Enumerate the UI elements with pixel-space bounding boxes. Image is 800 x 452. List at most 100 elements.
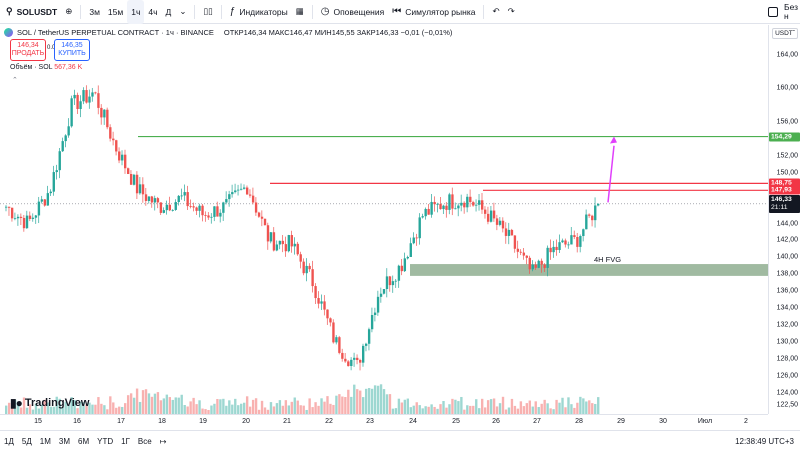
price-tick: 130,00 [776, 338, 798, 346]
volume-bar [567, 397, 570, 414]
candle-body [507, 229, 511, 236]
candle-body [427, 208, 430, 215]
volume-bar [263, 407, 267, 414]
candle-body [278, 240, 282, 245]
volume-bar [561, 397, 564, 414]
candle-body [103, 109, 106, 118]
volume-bar [439, 404, 442, 414]
interval-dropdown[interactable]: ⌄ [175, 0, 190, 24]
candle-body [418, 217, 421, 239]
candle-body [213, 206, 216, 217]
volume-bar [564, 407, 567, 414]
candle-body [138, 184, 142, 194]
volume-bar [463, 409, 466, 414]
candle-body [531, 264, 534, 270]
range-ytd[interactable]: YTD [97, 437, 114, 446]
volume-bar [198, 400, 201, 414]
time-tick: 22 [325, 418, 333, 425]
candle-body [516, 248, 520, 252]
volume-bar [115, 407, 118, 414]
candle-body [73, 94, 76, 99]
volume-bar [76, 408, 79, 414]
candle-body [475, 204, 478, 206]
volume-bar [28, 404, 32, 414]
candle-body [168, 204, 171, 211]
volume-bar [472, 405, 475, 414]
price-tick: 138,00 [776, 270, 798, 278]
interval-4h[interactable]: 4ч [148, 6, 158, 17]
range-3m[interactable]: 3М [58, 437, 70, 446]
candle-body [320, 301, 323, 304]
range-5d[interactable]: 5Д [21, 437, 32, 446]
volume-bar [251, 399, 255, 414]
candle-body [439, 203, 442, 210]
candle-body [323, 301, 326, 310]
undo-button[interactable]: ↶ [488, 0, 503, 24]
candle-body [528, 257, 531, 270]
alerts-button[interactable]: ◷ Оповещения [317, 0, 389, 24]
interval-1d[interactable]: Д [165, 6, 172, 17]
candle-body [287, 235, 290, 252]
candle-body [231, 192, 234, 195]
volume-bar [171, 399, 174, 414]
chart-type-button[interactable]: ▯▯ [199, 0, 216, 24]
volume-bar [112, 402, 115, 414]
volume-bar [481, 398, 484, 414]
layouts-button[interactable]: ▦ [292, 0, 308, 24]
symbol-title[interactable]: SOL / TetherUS PERPETUAL CONTRACT · 1ч ·… [17, 28, 214, 37]
range-1m[interactable]: 1М [39, 437, 51, 446]
candle-body [58, 151, 61, 171]
volume-bar [353, 384, 356, 414]
date-range-icon[interactable]: ↦ [159, 437, 167, 446]
interval-15m[interactable]: 15м [107, 6, 124, 17]
clock[interactable]: 12:38:49 UTC+3 [735, 437, 794, 446]
volume-bar [16, 401, 20, 414]
interval-3m[interactable]: 3м [89, 6, 100, 17]
fullscreen-icon[interactable] [768, 7, 778, 17]
volume-bar [141, 390, 145, 414]
price-chart[interactable] [0, 25, 768, 414]
candle-body [311, 269, 314, 287]
time-axis[interactable]: 15 16 17 18 19 20 21 22 23 24 25 26 27 28 29 30 Июл 2 [0, 414, 768, 428]
candle-body [165, 204, 169, 211]
projection-arrow-head [610, 136, 617, 144]
time-tick: 27 [533, 418, 541, 425]
candle-body [448, 194, 451, 210]
tradingview-logo[interactable]: ▮● TradingView [10, 396, 89, 410]
price-axis[interactable]: 164,00160,00156,00154,00152,00150,00148,… [768, 25, 800, 414]
volume-legend[interactable]: Объём · SOL 567,36 K [10, 64, 82, 71]
collapse-legend-icon[interactable]: ⌃ [12, 77, 18, 84]
volume-bar [64, 401, 67, 414]
buy-price: 146,35 [61, 42, 83, 49]
indicators-button[interactable]: ƒ Индикаторы [226, 0, 292, 24]
layout-name[interactable]: Без н [784, 3, 799, 21]
candle-body [472, 202, 475, 206]
candle-body [469, 196, 472, 203]
redo-button[interactable]: ↷ [504, 0, 519, 24]
volume-bar [124, 403, 127, 414]
sell-button[interactable]: 146,34 ПРОДАТЬ [10, 39, 46, 61]
range-1d[interactable]: 1Д [4, 437, 14, 446]
chart-pane[interactable] [0, 25, 768, 414]
volume-bar [79, 401, 82, 414]
candle-body [52, 172, 55, 192]
currency-selector[interactable]: USDT ˇ [772, 28, 798, 39]
volume-bar [546, 403, 549, 414]
volume-bar [323, 401, 326, 414]
range-6m[interactable]: 6М [78, 437, 90, 446]
candle-body [457, 205, 460, 209]
volume-bar [376, 385, 380, 414]
interval-1h[interactable]: 1ч [127, 0, 145, 24]
symbol-search[interactable]: ⚲ SOLUSDT [0, 0, 61, 24]
buy-button[interactable]: 146,35 КУПИТЬ [54, 39, 90, 61]
volume-bar [97, 397, 100, 414]
add-symbol-button[interactable]: ⊕ [61, 0, 76, 24]
replay-button[interactable]: ⏮ Симулятор рынка [388, 0, 479, 24]
candle-body [100, 107, 103, 118]
buy-label: КУПИТЬ [58, 50, 86, 57]
candle-body [451, 194, 454, 209]
candle-body [132, 174, 136, 185]
volume-bar [91, 404, 94, 414]
range-1y[interactable]: 1Г [121, 437, 130, 446]
range-all[interactable]: Все [137, 437, 152, 446]
